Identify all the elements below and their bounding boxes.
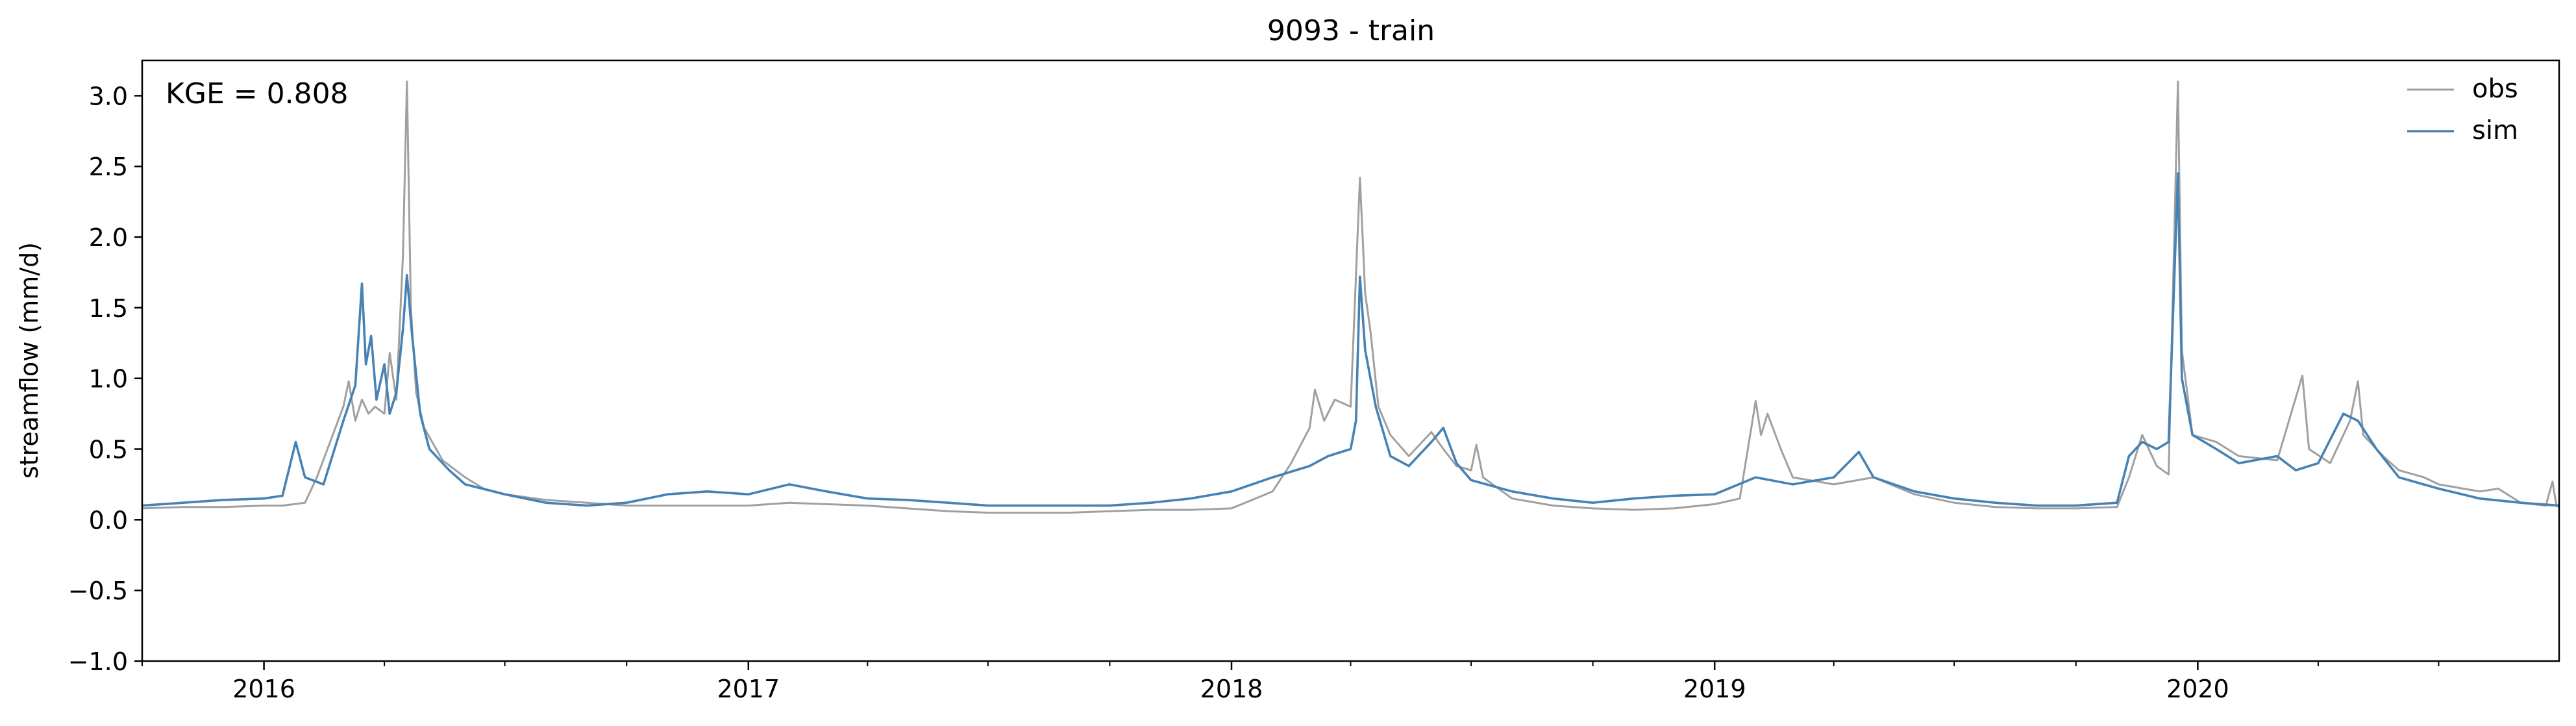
plot-area-frame <box>141 59 2560 662</box>
series-line-obs <box>142 81 2559 514</box>
y-tick-label: −0.5 <box>68 577 128 605</box>
y-tick-label: 0.5 <box>89 436 128 464</box>
legend-label-sim: sim <box>2472 116 2518 145</box>
y-tick-label: −1.0 <box>68 647 128 676</box>
x-tick-label: 2018 <box>1200 675 1263 703</box>
x-axis: 2016 2017 2018 2019 2020 <box>142 661 2440 703</box>
y-tick-label: 2.5 <box>89 153 128 181</box>
x-tick-label: 2017 <box>717 675 780 703</box>
legend: obs sim <box>2407 74 2518 145</box>
y-tick-label: 0.0 <box>89 506 128 534</box>
series-layer <box>142 81 2559 514</box>
x-tick-label: 2019 <box>1683 675 1746 703</box>
legend-label-obs: obs <box>2472 74 2518 104</box>
x-tick-label: 2016 <box>232 675 295 703</box>
chart-title: 9093 - train <box>1267 14 1435 47</box>
y-tick-label: 3.0 <box>89 82 128 110</box>
y-axis-label: streamflow (mm/d) <box>15 242 43 479</box>
y-tick-label: 2.0 <box>89 223 128 252</box>
kge-annotation: KGE = 0.808 <box>166 77 349 110</box>
y-tick-label: 1.5 <box>89 294 128 323</box>
series-line-sim <box>142 172 2559 507</box>
y-axis: −1.0 −0.5 0.0 0.5 1.0 1.5 2.0 2.5 3.0 <box>68 82 142 676</box>
y-tick-label: 1.0 <box>89 365 128 394</box>
x-tick-label: 2020 <box>2166 675 2229 703</box>
